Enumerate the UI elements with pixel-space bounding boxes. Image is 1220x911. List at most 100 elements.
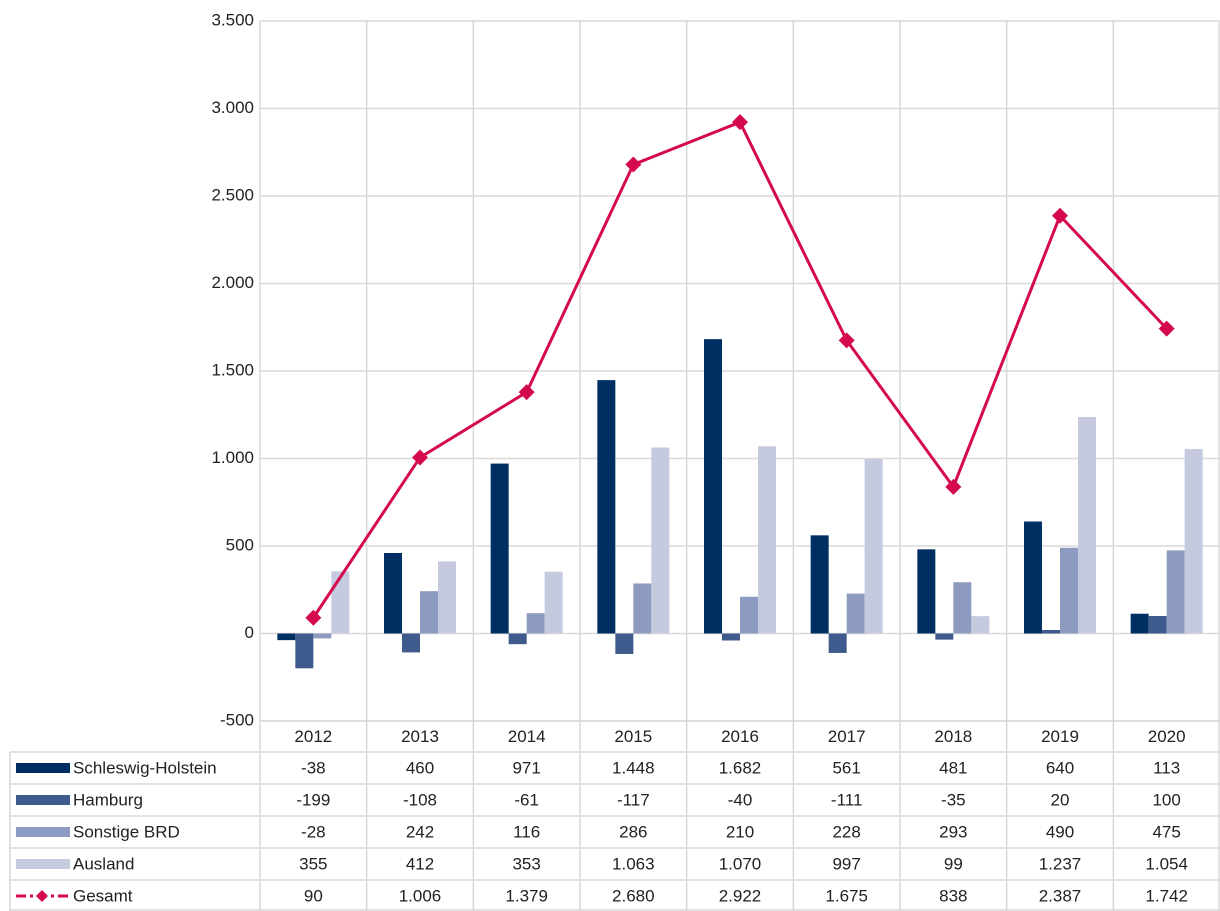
- bar: [917, 549, 936, 634]
- bar: [1060, 547, 1078, 634]
- data-label: 1.006: [399, 886, 442, 905]
- data-label: 1.379: [505, 886, 548, 905]
- data-label: 1.054: [1145, 854, 1188, 873]
- bar: [313, 633, 332, 639]
- legend-key: [36, 890, 48, 902]
- bar: [526, 613, 545, 634]
- data-label: -38: [301, 758, 326, 777]
- legend-label: Gesamt: [73, 886, 133, 905]
- y-tick-label: 1.000: [211, 448, 254, 467]
- bar: [331, 571, 350, 634]
- data-label: 1.070: [719, 854, 762, 873]
- legend-label: Sonstige BRD: [73, 822, 180, 841]
- bar: [544, 571, 563, 634]
- data-label: -199: [296, 790, 330, 809]
- data-label: 1.237: [1039, 854, 1082, 873]
- data-label: 1.063: [612, 854, 655, 873]
- data-label: 481: [939, 758, 967, 777]
- data-label: 412: [406, 854, 434, 873]
- data-label: 1.742: [1145, 886, 1188, 905]
- bar: [758, 446, 776, 634]
- data-label: 100: [1152, 790, 1180, 809]
- data-label: 20: [1051, 790, 1070, 809]
- marker: [838, 332, 855, 349]
- data-label: 355: [299, 854, 327, 873]
- marker: [732, 114, 748, 131]
- x-tick-label: 2013: [401, 727, 439, 746]
- data-label: 90: [304, 886, 323, 905]
- bar: [828, 633, 847, 653]
- bar: [1024, 521, 1042, 634]
- x-tick-label: 2016: [721, 727, 759, 746]
- data-label: -111: [831, 790, 863, 809]
- data-label: 210: [726, 822, 754, 841]
- data-label: 2.387: [1039, 886, 1082, 905]
- data-label: 113: [1153, 758, 1180, 777]
- legend-key: [16, 795, 70, 805]
- x-tick-label: 2020: [1148, 727, 1186, 746]
- data-label: 971: [512, 758, 540, 777]
- bar: [1166, 550, 1185, 634]
- marker: [1052, 207, 1068, 224]
- data-label: 490: [1046, 822, 1074, 841]
- bar: [810, 535, 829, 634]
- bar: [846, 593, 865, 634]
- bar: [953, 582, 972, 634]
- data-label: 353: [512, 854, 540, 873]
- marker: [945, 478, 962, 495]
- data-label: -28: [301, 822, 326, 841]
- bar: [971, 616, 990, 634]
- bar: [615, 633, 634, 654]
- y-tick-label: 3.000: [211, 98, 254, 117]
- y-tick-label: 2.500: [211, 185, 254, 204]
- data-label: 228: [832, 822, 860, 841]
- bar: [295, 633, 314, 669]
- legend-label: Hamburg: [73, 790, 143, 809]
- data-label: -117: [617, 790, 650, 809]
- data-label: -40: [728, 790, 753, 809]
- bar: [1130, 613, 1149, 634]
- bar: [1184, 449, 1203, 634]
- bar: [490, 463, 509, 634]
- marker: [305, 609, 322, 626]
- y-tick-label: 3.500: [211, 10, 254, 29]
- marker: [625, 156, 642, 173]
- x-tick-label: 2012: [294, 727, 332, 746]
- bar: [1042, 630, 1060, 634]
- bar: [597, 380, 616, 634]
- bar: [740, 596, 758, 634]
- bar: [651, 447, 670, 634]
- y-tick-label: 0: [245, 623, 254, 642]
- legend-key: [16, 859, 70, 869]
- data-label: 1.682: [719, 758, 762, 777]
- y-tick-label: -500: [220, 710, 254, 729]
- bar: [1148, 616, 1167, 634]
- y-tick-label: 500: [226, 535, 254, 554]
- marker: [1158, 320, 1175, 337]
- y-tick-label: 2.000: [211, 273, 254, 292]
- data-label: 99: [944, 854, 963, 873]
- bar: [1078, 417, 1096, 634]
- legend-label: Schleswig-Holstein: [73, 758, 217, 777]
- marker: [412, 449, 428, 466]
- data-label: 838: [939, 886, 967, 905]
- legend-key: [16, 827, 70, 837]
- data-label: 2.680: [612, 886, 655, 905]
- data-label: -61: [514, 790, 539, 809]
- x-tick-label: 2017: [828, 727, 866, 746]
- x-tick-label: 2018: [934, 727, 972, 746]
- bar: [935, 633, 954, 640]
- bar: [633, 583, 652, 634]
- data-label: 286: [619, 822, 647, 841]
- data-label: -108: [403, 790, 437, 809]
- bar: [508, 633, 527, 645]
- data-label: 1.448: [612, 758, 655, 777]
- data-label: 997: [832, 854, 860, 873]
- bar: [438, 561, 456, 634]
- legend-label: Ausland: [73, 854, 134, 873]
- marker: [518, 384, 535, 401]
- bar: [420, 591, 438, 634]
- data-label: 475: [1152, 822, 1180, 841]
- bar: [402, 633, 420, 653]
